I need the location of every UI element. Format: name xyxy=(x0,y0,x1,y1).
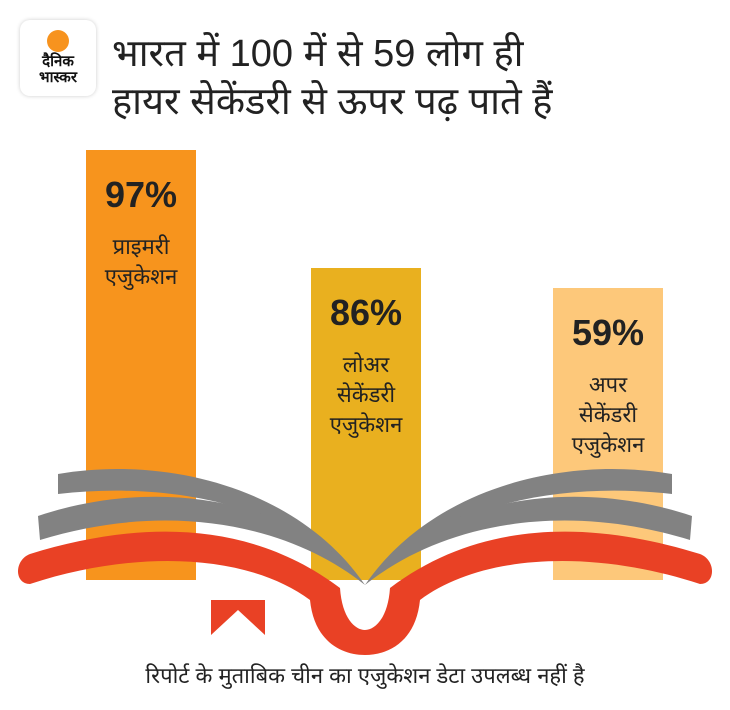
page-left-bottom xyxy=(38,496,365,585)
book-pages xyxy=(38,469,692,585)
title-line-2: हायर सेकेंडरी से ऊपर पढ़ पाते हैं xyxy=(112,81,553,123)
bar-category-label: अपर सेकेंडरी एजुकेशन xyxy=(571,372,645,457)
page-left-top xyxy=(58,469,365,585)
page-title: भारत में 100 में से 59 लोग ही हायर सेकें… xyxy=(112,30,552,126)
sun-icon xyxy=(47,30,69,52)
page-right-bottom xyxy=(365,496,692,585)
dainik-bhaskar-logo: दैनिक भास्कर xyxy=(20,20,96,96)
bar-value-label: 59% xyxy=(571,312,645,353)
book-cover xyxy=(18,531,712,655)
title-line-1: भारत में 100 में से 59 लोग ही xyxy=(112,33,524,75)
page-right-top xyxy=(365,469,672,585)
bar-category-label: प्राइमरी एजुकेशन xyxy=(104,234,178,289)
bookmark xyxy=(211,600,265,635)
logo-text-2: भास्कर xyxy=(39,69,77,86)
footer-note: रिपोर्ट के मुताबिक चीन का एजुकेशन डेटा उ… xyxy=(145,663,585,688)
bar-value-label: 97% xyxy=(104,174,178,215)
cover xyxy=(18,531,712,655)
logo-text-1: दैनिक xyxy=(42,53,74,70)
bar-category-label: लोअर सेकेंडरी एजुकेशन xyxy=(329,352,403,437)
bar-value-label: 86% xyxy=(329,292,403,333)
bar-3: 59% अपर सेकेंडरी एजुकेशन xyxy=(553,288,663,580)
bar-2: 86% लोअर सेकेंडरी एजुकेशन xyxy=(311,268,421,580)
